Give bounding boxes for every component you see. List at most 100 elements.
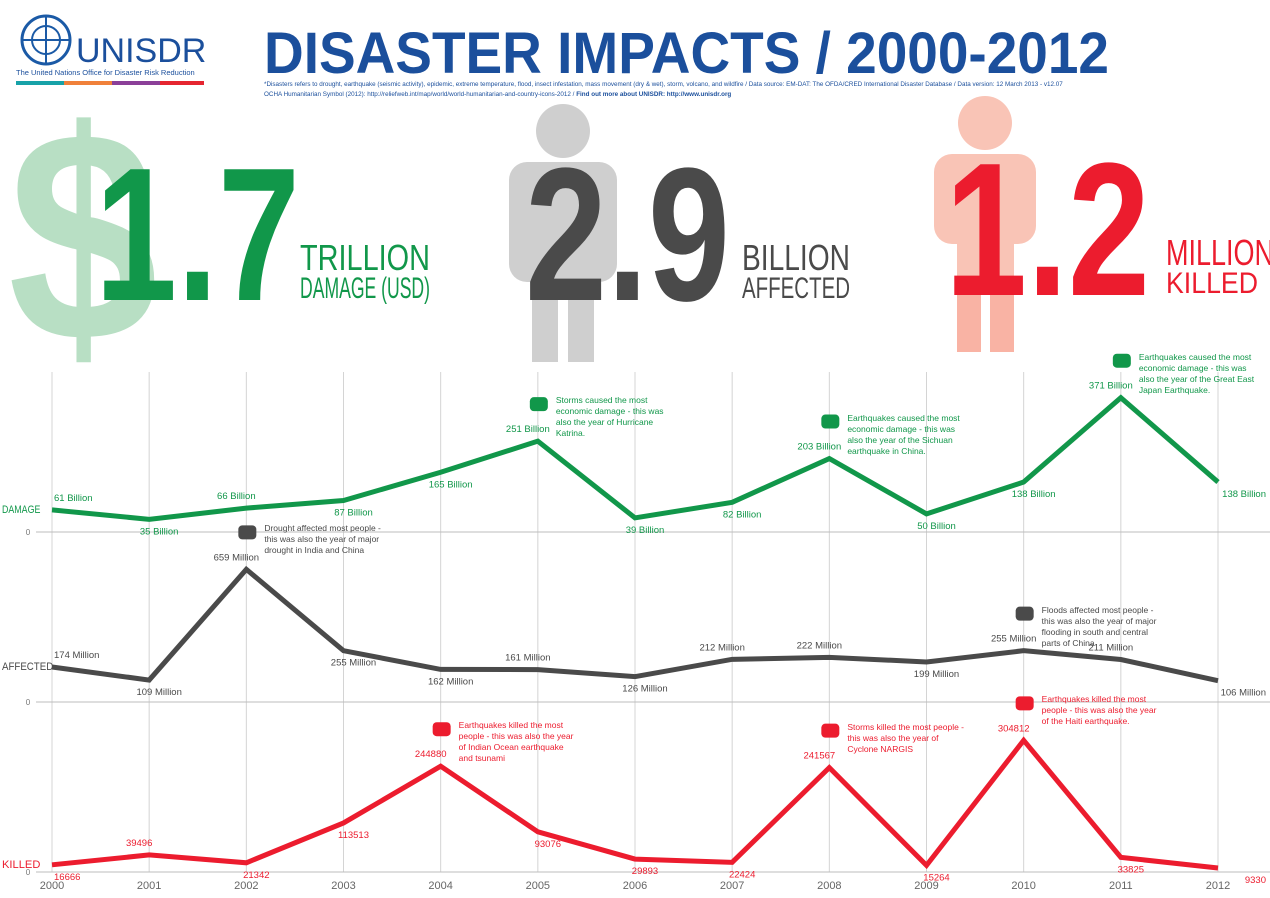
value-label: 161 Million <box>505 653 550 664</box>
value-label: 29893 <box>632 866 658 877</box>
logo-emblem <box>20 14 72 66</box>
person-icon <box>934 96 1036 352</box>
annotation-icon <box>1015 606 1034 621</box>
line <box>51 736 1219 871</box>
value-label: 211 Million <box>1088 643 1133 654</box>
value-label: 33825 <box>1118 864 1144 875</box>
annotation-icon <box>821 723 840 738</box>
value-label: 22424 <box>729 869 755 880</box>
color-bar <box>112 81 160 85</box>
logo-subtitle: The United Nations Office for Disaster R… <box>16 68 195 77</box>
value-label: 126 Million <box>622 684 667 695</box>
big-number: 2.9 <box>525 129 730 341</box>
x-tick-label: 2006 <box>623 880 647 892</box>
x-tick-label: 2003 <box>331 880 355 892</box>
value-label: 61 Billion <box>54 493 93 504</box>
x-tick-label: 2004 <box>428 880 452 892</box>
value-label: 162 Million <box>428 676 473 687</box>
dollar-icon: $ <box>8 68 158 404</box>
big-number: 1.2 <box>945 124 1150 336</box>
stat-label: DAMAGE (USD) <box>300 272 430 305</box>
value-label: 174 Million <box>54 650 99 661</box>
annotation: Earthquakes killed the most people - thi… <box>1041 694 1157 727</box>
value-label: 659 Million <box>214 552 259 563</box>
note: *Disasters refers to drought, earthquake… <box>264 81 1063 88</box>
value-label: 39496 <box>126 838 152 849</box>
value-label: 251 Billion <box>506 424 550 435</box>
line <box>51 565 1219 684</box>
logo-text: UNISDR <box>76 32 206 70</box>
annotation-icon <box>821 414 840 429</box>
value-label: 15264 <box>923 872 949 883</box>
series-title: DAMAGE <box>2 504 40 516</box>
x-tick-label: 2005 <box>526 880 550 892</box>
x-tick-label: 2010 <box>1011 880 1035 892</box>
stat-label: AFFECTED <box>742 272 850 305</box>
annotation: Floods affected most people - this was a… <box>1041 604 1157 648</box>
value-label: 138 Billion <box>1222 489 1266 500</box>
y-tick-label: 0 <box>26 528 31 537</box>
annotation: Drought affected most people - this was … <box>264 523 381 556</box>
value-label: 87 Billion <box>334 508 373 519</box>
value-label: 50 Billion <box>917 521 956 532</box>
value-label: 21342 <box>243 870 269 881</box>
stat-unit: MILLION <box>1166 232 1270 273</box>
value-label: 222 Million <box>797 640 842 651</box>
value-label: 9330 <box>1245 875 1266 886</box>
note-link: Find out more about UNISDR: http://www.u… <box>576 91 731 98</box>
value-label: 244880 <box>415 749 447 760</box>
annotation: Storms caused the most economic damage -… <box>555 395 664 439</box>
value-label: 199 Million <box>914 669 959 680</box>
annotation-icon <box>1112 353 1131 368</box>
annotation: Earthquakes caused the most economic dam… <box>1138 351 1255 395</box>
x-tick-label: 2001 <box>137 880 161 892</box>
line <box>51 394 1220 522</box>
note: OCHA Humanitarian Symbol (2012): http://… <box>264 91 575 98</box>
note: OCHA Humanitarian Symbol (2012): http://… <box>264 91 731 98</box>
value-label: 138 Billion <box>1012 489 1056 500</box>
value-label: 113513 <box>338 830 369 841</box>
value-label: 82 Billion <box>723 509 762 520</box>
stat-unit: BILLION <box>742 237 850 278</box>
value-label: 371 Billion <box>1089 381 1133 392</box>
value-label: 304812 <box>998 723 1030 734</box>
value-label: 109 Million <box>136 687 181 698</box>
big-number: 1.7 <box>95 129 300 341</box>
value-label: 212 Million <box>699 642 744 653</box>
color-bar <box>16 81 64 85</box>
value-label: 255 Million <box>991 634 1036 645</box>
value-label: 255 Million <box>331 658 376 669</box>
x-tick-label: 2012 <box>1206 880 1230 892</box>
value-label: 241567 <box>803 751 835 762</box>
x-tick-label: 2008 <box>817 880 841 892</box>
annotation: Storms killed the most people - this was… <box>847 721 965 754</box>
value-label: 39 Billion <box>626 525 665 536</box>
x-tick-label: 2011 <box>1109 880 1133 892</box>
value-label: 203 Billion <box>797 442 841 453</box>
annotation-icon <box>432 722 451 737</box>
y-tick-label: 0 <box>26 868 31 877</box>
color-bar <box>64 81 112 85</box>
annotation-icon <box>1015 696 1034 711</box>
charts: 0 DAMAGE 61 Billion 35 Billion 66 Billion 87 … <box>2 353 1270 892</box>
title: DISASTER IMPACTS / 2000-2012 <box>264 21 1109 86</box>
annotation: Earthquakes caused the most economic dam… <box>847 412 960 456</box>
value-label: 93076 <box>535 839 561 850</box>
annotation-icon <box>238 525 257 540</box>
value-label: 16666 <box>54 872 80 883</box>
annotation: Earthquakes killed the most people - thi… <box>458 720 574 764</box>
color-bar <box>160 81 204 85</box>
value-label: 106 Million <box>1221 688 1266 699</box>
y-tick-label: 0 <box>26 698 31 707</box>
x-tick-label: 2000 <box>40 880 64 892</box>
x-tick-label: 2009 <box>914 880 938 892</box>
series-title: AFFECTED <box>2 661 53 673</box>
annotation-icon <box>529 397 548 412</box>
person-icon <box>509 104 617 362</box>
stat-unit: TRILLION <box>300 237 430 278</box>
stat-label: KILLED <box>1166 267 1258 300</box>
value-label: 165 Billion <box>429 479 473 490</box>
